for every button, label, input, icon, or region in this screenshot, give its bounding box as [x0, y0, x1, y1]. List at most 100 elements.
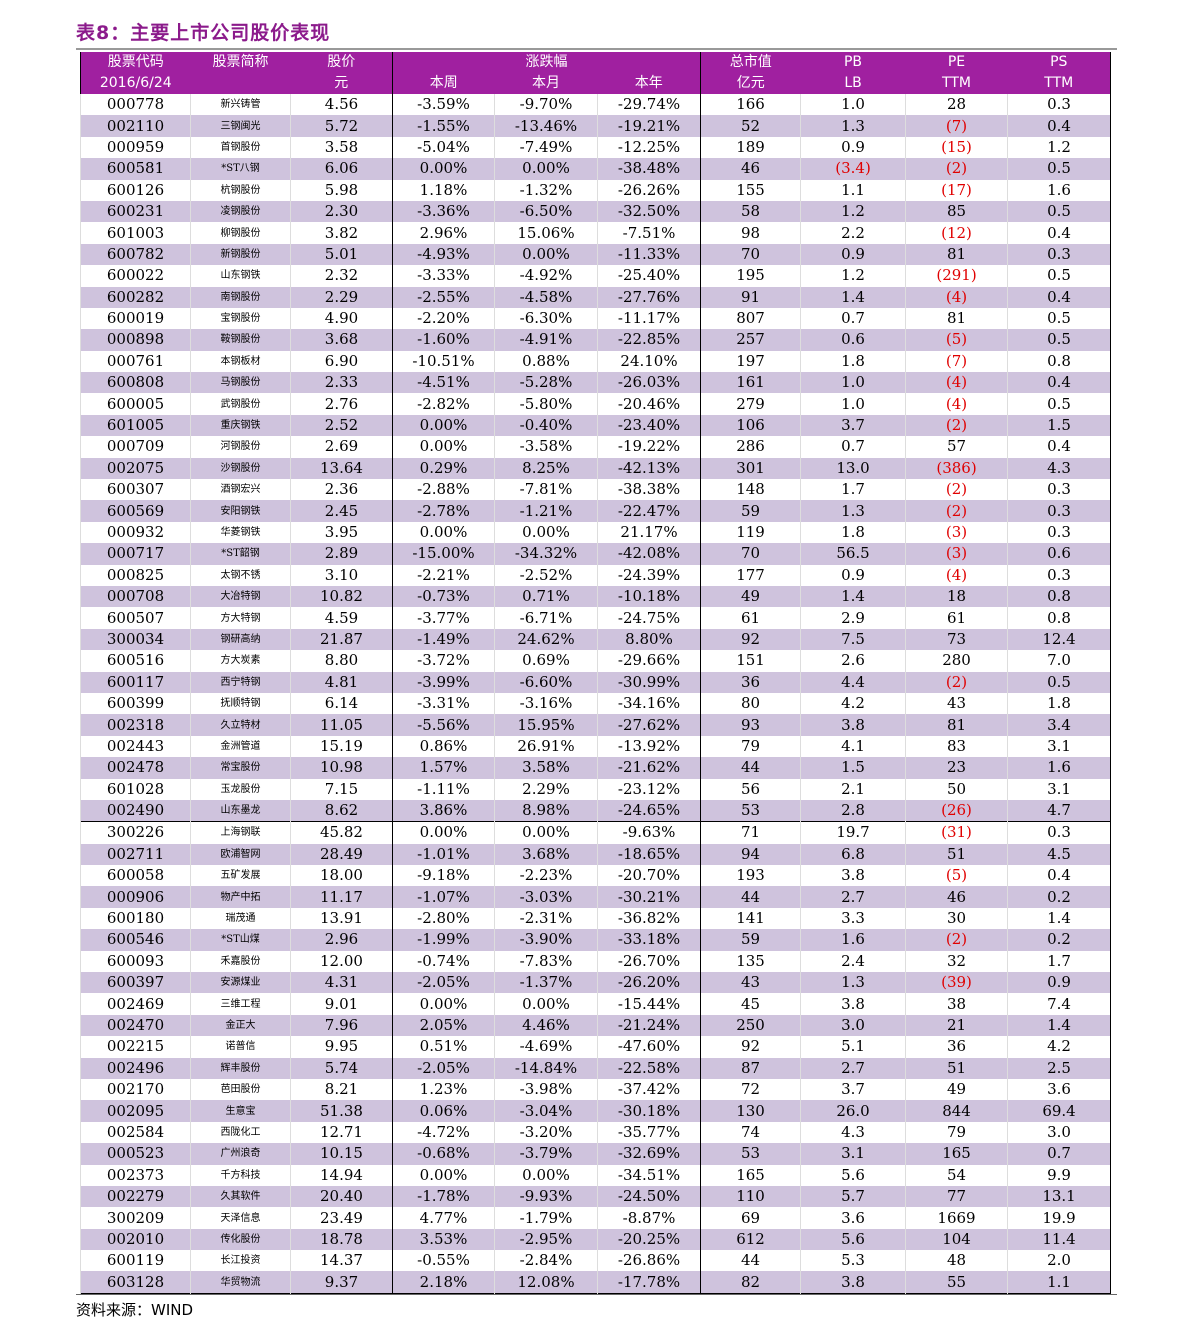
stock-code: 000825 — [80, 564, 191, 586]
change-week: -2.82% — [392, 393, 495, 415]
stock-name: 南钢股份 — [190, 286, 291, 308]
price: 3.68 — [290, 329, 393, 351]
price: 2.29 — [290, 286, 393, 308]
stock-name: 千方科技 — [190, 1164, 291, 1186]
price: 2.76 — [290, 393, 393, 415]
price: 8.21 — [290, 1078, 393, 1101]
change-week: 3.53% — [392, 1228, 495, 1251]
table-row: 000778 新兴铸管 4.56 -3.59% -9.70% -29.74% 166 1.0 2… — [80, 94, 1111, 116]
pb: 4.4 — [800, 671, 906, 693]
change-month: -3.79% — [494, 1143, 598, 1165]
header-blank — [190, 73, 291, 94]
change-week: -3.31% — [392, 692, 495, 715]
stock-code: 600782 — [80, 243, 191, 266]
market-cap: 91 — [700, 286, 801, 308]
pb: 4.3 — [800, 1121, 906, 1144]
stock-code: 000708 — [80, 585, 191, 608]
market-cap: 193 — [700, 865, 801, 887]
stock-code: 600119 — [80, 1250, 191, 1272]
pb: 5.3 — [800, 1250, 906, 1272]
pe: (12) — [905, 222, 1008, 244]
pb: 5.6 — [800, 1164, 906, 1186]
header-ps: PS — [1007, 52, 1111, 73]
ps: 0.3 — [1007, 500, 1111, 522]
pe: (2) — [905, 158, 1008, 180]
stock-name: 芭田股份 — [190, 1078, 291, 1101]
price: 6.14 — [290, 692, 393, 715]
change-year: -9.63% — [596, 821, 701, 844]
change-year: -29.74% — [596, 94, 701, 116]
change-year: -34.16% — [596, 692, 701, 715]
stock-code: 002010 — [80, 1228, 191, 1251]
stock-code: 601028 — [80, 778, 191, 800]
pe: 49 — [905, 1078, 1008, 1101]
change-year: -22.47% — [596, 500, 701, 522]
table-row: 002443 金洲管道 15.19 0.86% 26.91% -13.92% 79 4.1 83… — [80, 735, 1111, 758]
price: 6.06 — [290, 158, 393, 180]
market-cap: 189 — [700, 136, 801, 159]
stock-code: 600058 — [80, 865, 191, 887]
market-cap: 46 — [700, 158, 801, 180]
pb: 2.7 — [800, 1057, 906, 1079]
change-week: -2.05% — [392, 1057, 495, 1079]
price: 2.69 — [290, 436, 393, 458]
price: 3.10 — [290, 564, 393, 586]
header-mcap: 总市值 — [700, 52, 801, 73]
pe: 280 — [905, 650, 1008, 672]
change-week: -1.60% — [392, 329, 495, 351]
change-week: -4.51% — [392, 372, 495, 394]
pb: 2.9 — [800, 607, 906, 629]
ps: 0.3 — [1007, 94, 1111, 116]
table-row: 600581 *ST八钢 6.06 0.00% 0.00% -38.48% 46 (3.4)(… — [80, 158, 1111, 180]
table-row: 002711 欧浦智网 28.49 -1.01% 3.68% -18.65% 94 6.8 51… — [80, 843, 1111, 866]
pe: (2) — [905, 479, 1008, 501]
price: 5.74 — [290, 1057, 393, 1079]
change-year: -15.44% — [596, 993, 701, 1015]
change-month: -2.95% — [494, 1228, 598, 1251]
change-year: -10.18% — [596, 585, 701, 608]
price: 4.56 — [290, 94, 393, 116]
price: 51.38 — [290, 1100, 393, 1122]
header-mcap-unit: 亿元 — [700, 73, 801, 94]
market-cap: 59 — [700, 929, 801, 951]
pe: 21 — [905, 1014, 1008, 1037]
table-row: 600126 杭钢股份 5.98 1.18% -1.32% -26.26% 155 1.1 (1… — [80, 179, 1111, 201]
table-row: 600397 安源煤业 4.31 -2.05% -1.37% -26.20% 43 1.3 (3… — [80, 972, 1111, 994]
market-cap: 612 — [700, 1228, 801, 1251]
change-week: -2.78% — [392, 500, 495, 522]
stock-code: 000778 — [80, 94, 191, 116]
stock-name: *ST八钢 — [190, 158, 291, 180]
change-week: 1.57% — [392, 757, 495, 779]
change-week: -2.05% — [392, 972, 495, 994]
change-week: 1.18% — [392, 179, 495, 201]
change-year: -29.66% — [596, 650, 701, 672]
ps: 2.0 — [1007, 1250, 1111, 1272]
pe: 57 — [905, 436, 1008, 458]
pb: 3.8 — [800, 714, 906, 736]
header-pb: PB — [800, 52, 906, 73]
change-month: 15.95% — [494, 714, 598, 736]
price: 2.30 — [290, 200, 393, 223]
ps: 9.9 — [1007, 1164, 1111, 1186]
change-month: -4.91% — [494, 329, 598, 351]
change-year: -17.78% — [596, 1271, 701, 1294]
ps: 11.4 — [1007, 1228, 1111, 1251]
pe: 165 — [905, 1143, 1008, 1165]
market-cap: 130 — [700, 1100, 801, 1122]
table-row: 000708 大冶特钢 10.82 -0.73% 0.71% -10.18% 49 1.4 18… — [80, 585, 1111, 608]
ps: 3.4 — [1007, 714, 1111, 736]
ps: 0.5 — [1007, 393, 1111, 415]
change-year: -22.58% — [596, 1057, 701, 1079]
stock-name: 传化股份 — [190, 1228, 291, 1251]
table-row: 002470 金正大 7.96 2.05% 4.46% -21.24% 250 3.0 21 1.… — [80, 1014, 1111, 1037]
market-cap: 177 — [700, 564, 801, 586]
change-week: -5.56% — [392, 714, 495, 736]
market-cap: 59 — [700, 500, 801, 522]
pe: (5) — [905, 329, 1008, 351]
price: 6.90 — [290, 350, 393, 373]
stock-name: 辉丰股份 — [190, 1057, 291, 1079]
stock-name: 禾嘉股份 — [190, 950, 291, 973]
change-month: 24.62% — [494, 628, 598, 651]
pe: 36 — [905, 1036, 1008, 1058]
change-week: 0.06% — [392, 1100, 495, 1122]
